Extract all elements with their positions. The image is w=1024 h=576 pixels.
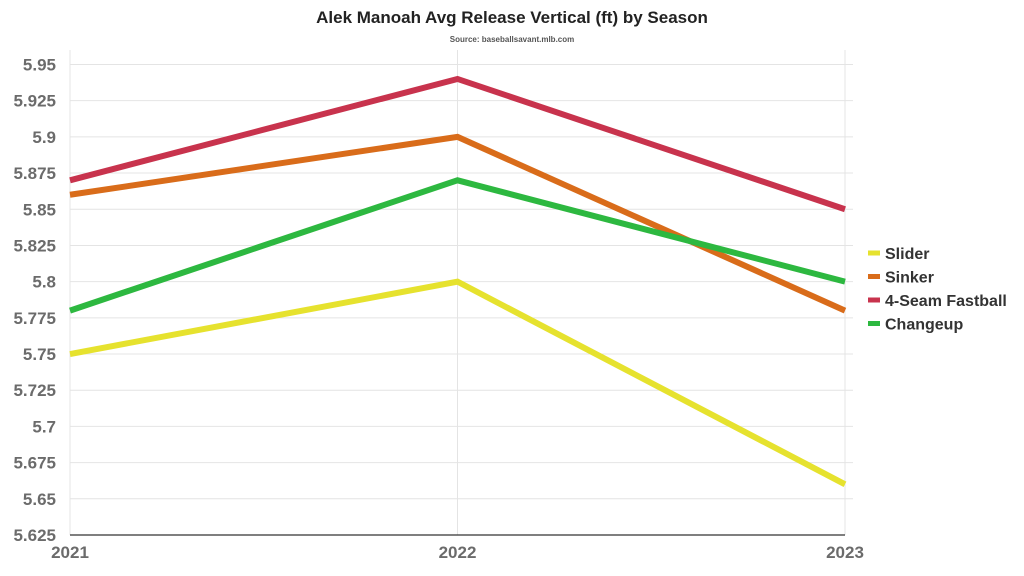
legend-label: Sinker (885, 270, 934, 287)
y-tick-label: 5.9 (32, 128, 56, 147)
series-line-slider (69, 278, 847, 487)
grid-lines (69, 50, 853, 535)
y-tick-label: 5.725 (13, 381, 56, 400)
y-tick-label: 5.675 (13, 454, 56, 473)
y-tick-label: 5.8 (32, 273, 56, 292)
y-tick-label: 5.875 (13, 164, 56, 183)
axes: 5.625 5.65 5.675 5.7 5.725 5.75 5.775 5.8 5.825 5… (13, 55, 863, 562)
legend-label: Changeup (885, 317, 963, 334)
y-tick-label: 5.825 (13, 236, 56, 255)
legend-label: Slider (885, 246, 929, 263)
x-tick-label: 2023 (826, 543, 864, 562)
legend-label: 4-Seam Fastball (885, 293, 1007, 310)
series-line-4-seam-fastball (69, 75, 846, 213)
legend: Slider Sinker 4-Seam Fastball Changeup (868, 246, 1007, 334)
series-lines (69, 75, 847, 487)
y-tick-label: 5.65 (23, 490, 56, 509)
y-tick-label: 5.925 (13, 92, 56, 111)
y-tick-label: 5.75 (23, 345, 56, 364)
chart-subtitle: Source: baseballsavant.mlb.com (450, 35, 575, 44)
y-tick-label: 5.85 (23, 200, 56, 219)
y-tick-label: 5.775 (13, 309, 56, 328)
chart-title: Alek Manoah Avg Release Vertical (ft) by… (316, 8, 708, 27)
series-line-sinker (69, 133, 847, 314)
series-line-changeup (69, 177, 846, 314)
y-tick-label: 5.95 (23, 55, 56, 74)
y-tick-label: 5.7 (32, 417, 56, 436)
x-tick-label: 2022 (439, 543, 477, 562)
y-tick-label: 5.625 (13, 526, 56, 545)
x-tick-label: 2021 (51, 543, 89, 562)
